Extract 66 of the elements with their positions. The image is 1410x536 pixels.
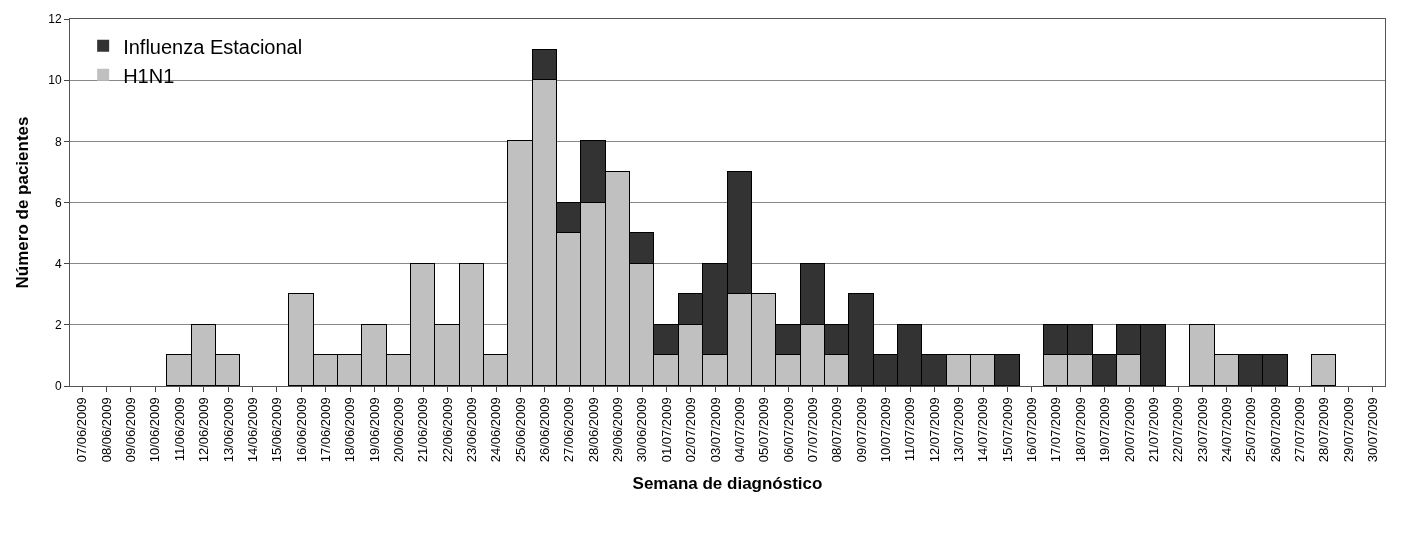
x-tick-label: 11/07/2009 <box>902 397 918 462</box>
x-tick-label: 07/07/2009 <box>804 397 820 463</box>
x-axis-title: Semana de diagnóstico <box>632 473 823 493</box>
x-tick-label: 20/06/2009 <box>390 397 406 463</box>
x-tick-label: 30/06/2009 <box>634 397 650 463</box>
x-tick-label: 22/07/2009 <box>1170 397 1186 463</box>
x-tick-label: 14/07/2009 <box>975 397 991 463</box>
x-tick-label: 09/07/2009 <box>853 397 869 463</box>
x-tick-label: 22/06/2009 <box>439 397 455 463</box>
x-tick-label: 12/06/2009 <box>196 397 212 463</box>
x-tick-label: 15/07/2009 <box>999 397 1015 463</box>
y-tick-label: 6 <box>54 195 62 210</box>
x-tick-label: 01/07/2009 <box>658 397 674 463</box>
x-tick-label: 27/07/2009 <box>1291 397 1307 463</box>
x-tick-label: 27/06/2009 <box>561 397 577 463</box>
y-tick-label: 0 <box>54 379 62 394</box>
x-tick-label: 28/06/2009 <box>585 397 601 463</box>
x-tick-label: 17/07/2009 <box>1048 397 1064 463</box>
x-tick-label: 24/07/2009 <box>1218 397 1234 463</box>
x-tick-label: 21/07/2009 <box>1145 397 1161 463</box>
x-tick-label: 13/07/2009 <box>951 397 967 463</box>
x-tick-label: 09/06/2009 <box>123 397 139 463</box>
x-tick-label: 15/06/2009 <box>269 397 285 463</box>
x-tick-label: 30/07/2009 <box>1365 397 1381 463</box>
y-tick-label: 4 <box>54 256 62 271</box>
bar <box>1311 354 1336 386</box>
x-tick-label: 07/06/2009 <box>74 397 90 463</box>
x-tick-label: 14/06/2009 <box>244 397 260 463</box>
x-tick-label: 29/06/2009 <box>610 397 626 463</box>
x-tick-label: 19/06/2009 <box>366 397 382 463</box>
x-tick-label: 24/06/2009 <box>488 397 504 463</box>
x-tick-label: 05/07/2009 <box>756 397 772 463</box>
x-tick-label: 18/06/2009 <box>342 397 358 463</box>
x-tick-label: 10/06/2009 <box>147 397 163 463</box>
x-tick-label: 25/07/2009 <box>1243 397 1259 463</box>
legend-label: H1N1 <box>123 64 175 87</box>
x-tick-label: 06/07/2009 <box>780 397 796 463</box>
x-tick-label: 23/07/2009 <box>1194 397 1210 463</box>
x-tick-label: 29/07/2009 <box>1340 397 1356 463</box>
x-tick-label: 10/07/2009 <box>878 397 894 463</box>
x-tick-label: 08/07/2009 <box>829 397 845 463</box>
x-tick-label: 23/06/2009 <box>464 397 480 463</box>
x-tick-label: 12/07/2009 <box>926 397 942 463</box>
x-tick-label: 16/07/2009 <box>1024 397 1040 463</box>
x-tick-label: 18/07/2009 <box>1072 397 1088 463</box>
x-tick-label: 08/06/2009 <box>98 397 114 463</box>
y-tick-label: 10 <box>48 73 62 88</box>
x-tick-label: 21/06/2009 <box>415 397 431 463</box>
x-tick-label: 16/06/2009 <box>293 397 309 463</box>
x-tick-label: 13/06/2009 <box>220 397 236 463</box>
x-tick-label: 20/07/2009 <box>1121 397 1137 463</box>
x-tick-label: 19/07/2009 <box>1097 397 1113 463</box>
x-tick-label: 04/07/2009 <box>731 397 747 463</box>
x-tick-label: 25/06/2009 <box>512 397 528 463</box>
x-tick-label: 26/06/2009 <box>537 397 553 463</box>
y-tick-label: 2 <box>54 318 62 333</box>
x-tick-label: 26/07/2009 <box>1267 397 1283 463</box>
legend-label: Influenza Estacional <box>123 35 303 58</box>
y-tick-label: 8 <box>54 134 62 149</box>
y-tick-label: 12 <box>48 12 62 27</box>
x-tick-label: 28/07/2009 <box>1316 397 1332 463</box>
x-tick-label: 02/07/2009 <box>683 397 699 463</box>
y-axis-title: Número de pacientes <box>12 116 32 289</box>
x-tick-label: 11/06/2009 <box>171 397 187 462</box>
x-tick-label: 03/07/2009 <box>707 397 723 463</box>
x-tick-label: 17/06/2009 <box>317 397 333 463</box>
